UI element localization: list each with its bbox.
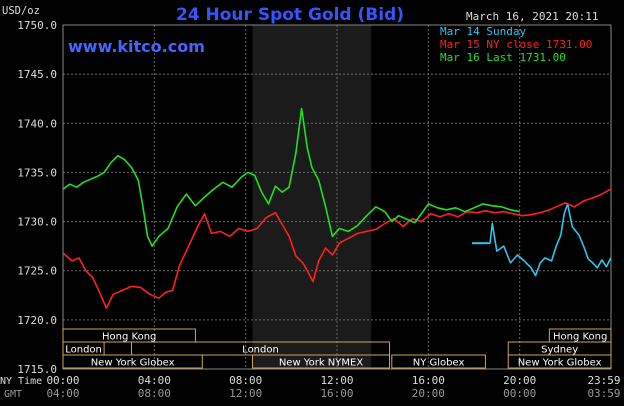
series-line-2 [62,107,520,247]
axis-labels: 1715.0 1720.0 1725.0 1730.0 1735.0 1740.0 1745… [17,19,620,400]
market-label: Sydney [541,345,578,356]
x-tick-label-gmt: 16:00 [320,387,353,400]
chart-datetime: March 16, 2021 20:11 [466,10,598,23]
y-tick-label: 1740.0 [17,117,57,130]
y-tick-label: 1720.0 [17,314,57,327]
y-axis-unit-label: USD/oz [2,5,40,17]
x-tick-label-gmt: 04:00 [46,387,79,400]
market-bar [62,328,196,343]
market-label: London [65,345,102,356]
market-label: Hong Kong [102,332,156,343]
market-label: London [242,345,279,356]
kitco-watermark: www.kitco.com [68,37,205,56]
gmt-axis-label: GMT [4,389,22,400]
chart-title: 24 Hour Spot Gold (Bid) [176,5,404,25]
plot-frame [62,24,612,370]
market-bar [252,354,391,369]
market-bar [391,354,486,369]
y-tick-label: 1750.0 [17,19,57,32]
market-label: New York Globex [518,358,602,369]
y-tick-label: 1725.0 [17,265,57,278]
series-line-0 [474,203,612,277]
market-label: New York NYMEX [279,358,364,369]
market-label: Hong Kong [553,332,607,343]
price-series [62,107,612,309]
y-tick-label: 1745.0 [17,68,57,81]
x-tick-label-ny: 04:00 [138,374,171,387]
x-tick-label-ny: 12:00 [320,374,353,387]
x-tick-label-ny: 00:00 [46,374,79,387]
x-tick-label-ny: 23:59 [587,374,620,387]
x-tick-label-gmt: 08:00 [138,387,171,400]
y-tick-label: 1715.0 [17,363,57,376]
market-bar [507,354,612,369]
legend-item-ny-close: Mar 15 NY close 1731.00 [440,38,592,51]
x-tick-label-ny: 20:00 [503,374,536,387]
y-tick-label: 1730.0 [17,216,57,229]
ny-time-axis-label: NY Time [0,376,42,387]
legend-item-sunday: Mar 14 Sunday [440,25,526,38]
x-tick-label-ny: 08:00 [229,374,262,387]
x-tick-label-gmt: 20:00 [412,387,445,400]
nymex-session-shade [252,25,372,369]
x-tick-label-gmt: 03:59 [587,387,620,400]
market-label: New York Globex [91,358,175,369]
market-bar [62,354,203,369]
market-label: NY Globex [413,358,465,369]
series-line-1 [62,188,612,309]
x-tick-label-gmt: 12:00 [229,387,262,400]
x-tick-label-ny: 16:00 [412,374,445,387]
chart-grid [62,24,612,370]
y-tick-label: 1735.0 [17,166,57,179]
legend-item-last: Mar 16 Last 1731.00 [440,51,566,64]
chart-legend: Mar 14 Sunday Mar 15 NY close 1731.00 Ma… [440,25,592,64]
x-tick-label-gmt: 00:00 [503,387,536,400]
